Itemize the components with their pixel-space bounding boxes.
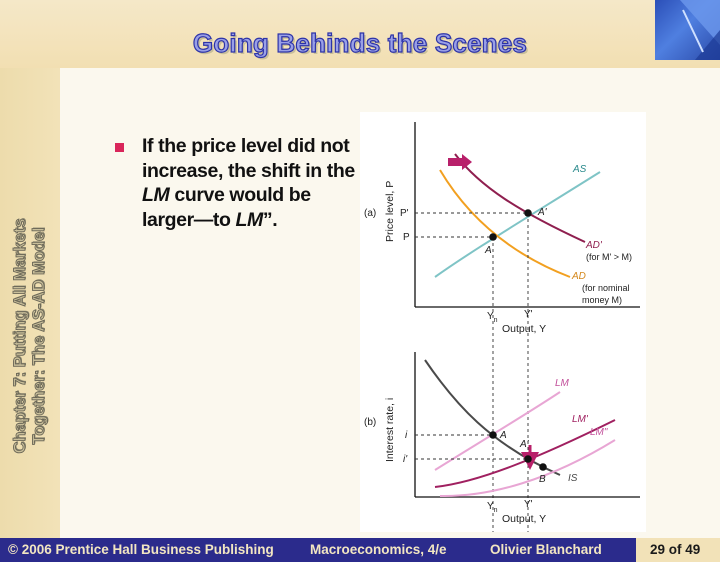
tick-p: P [403,232,410,243]
chapter-label-line2: Together: The AS-AD Model [30,227,49,445]
ad-label: AD [571,271,586,282]
footer-copyright: © 2006 Prentice Hall Business Publishing [8,542,274,557]
point-b [539,463,547,471]
ad-shift-arrow-icon [448,154,472,170]
point-b-label: B [539,474,546,485]
panel-b: (b) Interest rate, i Output, Y A A' B i … [364,352,640,525]
panel-b-label: (b) [364,417,376,428]
as-ad-is-lm-figure: (a) Price level, P Output, Y A A' P' P Y [360,112,646,532]
lm-prime-label: LM' [572,414,589,425]
point-a-prime-b [524,455,532,463]
logo-graphic [680,0,720,60]
point-a [489,233,497,241]
tick-y-prime: Y' [524,309,533,320]
ad-prime-label: AD' [585,240,603,251]
chapter-sidebar [0,68,60,538]
publisher-logo [655,0,720,60]
tick-y-prime-b: Y' [524,499,533,510]
point-a-prime-label: A' [537,207,548,218]
ad-curve [439,169,571,278]
point-a-b-label: A [499,430,507,441]
ad-note-1: (for nominal [582,283,630,293]
footer-page-box: 29 of 49 [636,538,720,562]
bullet-text: If the price level did not increase, the… [142,135,355,231]
tick-i: i [405,430,408,441]
bullet-square-icon [115,143,124,152]
is-curve [424,359,561,476]
slide-footer: © 2006 Prentice Hall Business Publishing… [0,538,720,562]
chapter-label: Chapter 7: Putting All Markets Together:… [11,218,49,454]
lm-curve [434,391,561,471]
panel-b-ylabel: Interest rate, i [384,398,396,462]
footer-author: Olivier Blanchard [490,542,602,557]
tick-yn: Yn [487,311,498,324]
point-a-prime-b-label: A' [519,439,530,450]
ad-note-2: money M) [582,295,622,305]
point-a-label: A [484,245,492,256]
panel-b-xlabel: Output, Y [502,513,546,525]
ad-prime-curve [454,153,586,243]
point-a-b [489,431,497,439]
as-curve [434,171,601,278]
panel-a-ylabel: Price level, P [384,181,396,242]
lm-prime-curve [434,419,616,488]
lm-double-prime-curve [439,439,616,498]
tick-p-prime: P' [400,208,409,219]
tick-yn-b: Yn [487,501,498,514]
as-label: AS [572,164,587,175]
chapter-label-line1: Chapter 7: Putting All Markets [11,218,30,454]
point-a-prime [524,209,532,217]
footer-book-title: Macroeconomics, 4/e [310,542,447,557]
lm-label: LM [555,378,570,389]
panel-a: (a) Price level, P Output, Y A A' P' P Y [364,122,640,532]
lm-double-prime-label: LM" [590,427,608,438]
is-label: IS [568,473,578,484]
figure-svg: (a) Price level, P Output, Y A A' P' P Y [364,122,640,532]
panel-a-xlabel: Output, Y [502,323,546,335]
slide-header [0,0,720,68]
tick-i-prime: i' [403,454,408,465]
slide-title: Going Behinds the Scenes [192,27,528,58]
page-number: 29 of 49 [650,542,701,557]
ad-prime-note: (for M' > M) [586,252,632,262]
panel-a-label: (a) [364,208,376,219]
